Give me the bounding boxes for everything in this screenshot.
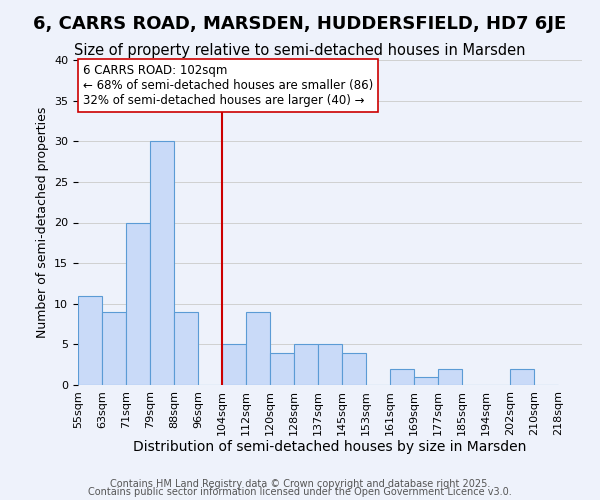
X-axis label: Distribution of semi-detached houses by size in Marsden: Distribution of semi-detached houses by … — [133, 440, 527, 454]
Bar — [294, 344, 318, 385]
Bar — [438, 369, 462, 385]
Bar — [390, 369, 414, 385]
Bar — [270, 352, 294, 385]
Bar — [318, 344, 342, 385]
Bar — [78, 296, 102, 385]
Text: 6 CARRS ROAD: 102sqm
← 68% of semi-detached houses are smaller (86)
32% of semi-: 6 CARRS ROAD: 102sqm ← 68% of semi-detac… — [83, 64, 373, 107]
Text: Contains public sector information licensed under the Open Government Licence v3: Contains public sector information licen… — [88, 487, 512, 497]
Bar — [126, 222, 150, 385]
Text: Size of property relative to semi-detached houses in Marsden: Size of property relative to semi-detach… — [74, 42, 526, 58]
Bar — [414, 377, 438, 385]
Bar — [510, 369, 534, 385]
Bar — [342, 352, 366, 385]
Bar — [174, 312, 198, 385]
Y-axis label: Number of semi-detached properties: Number of semi-detached properties — [35, 107, 49, 338]
Bar — [102, 312, 126, 385]
Bar — [222, 344, 246, 385]
Bar — [246, 312, 270, 385]
Bar — [150, 141, 174, 385]
Text: Contains HM Land Registry data © Crown copyright and database right 2025.: Contains HM Land Registry data © Crown c… — [110, 479, 490, 489]
Text: 6, CARRS ROAD, MARSDEN, HUDDERSFIELD, HD7 6JE: 6, CARRS ROAD, MARSDEN, HUDDERSFIELD, HD… — [34, 15, 566, 33]
